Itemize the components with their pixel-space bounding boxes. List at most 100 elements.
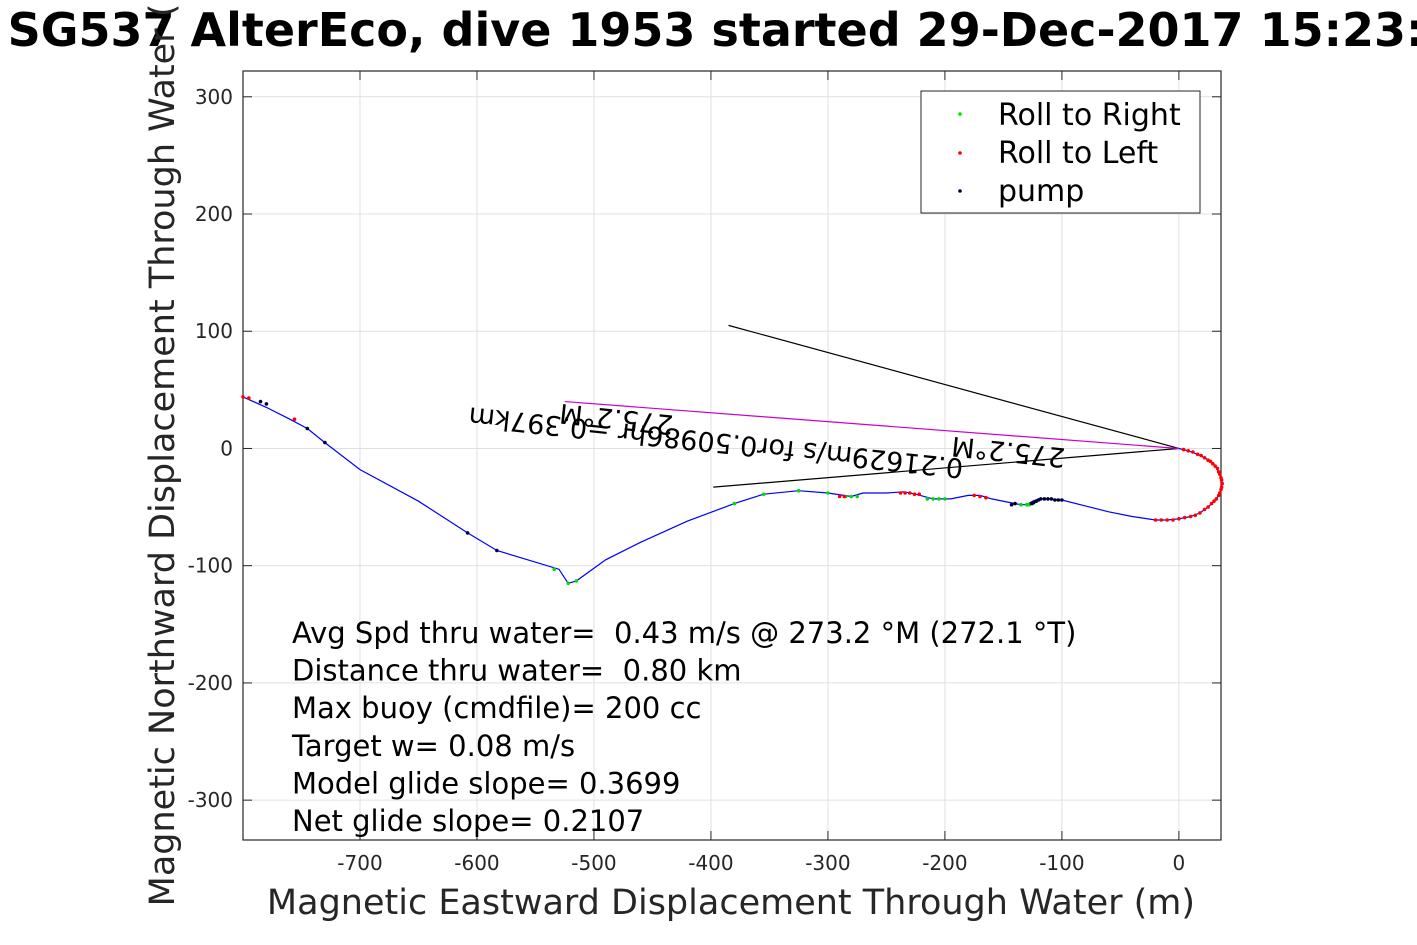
marker-roll-to-right xyxy=(925,497,930,501)
legend-label-roll-left: Roll to Left xyxy=(998,136,1158,171)
track-markers xyxy=(241,395,1224,586)
y-tick-label: -300 xyxy=(188,788,233,812)
marker-pump xyxy=(1029,501,1034,506)
marker-roll-to-left xyxy=(1202,507,1207,512)
marker-pump xyxy=(1049,497,1054,501)
marker-pump xyxy=(264,402,269,406)
marker-pump xyxy=(465,531,470,535)
marker-roll-to-left xyxy=(1219,478,1224,482)
marker-roll-to-left xyxy=(1182,515,1187,520)
y-tick-label: 0 xyxy=(220,436,233,460)
x-tick-label: 0 xyxy=(1173,851,1186,875)
marker-roll-to-right xyxy=(761,492,766,497)
marker-roll-to-left xyxy=(1153,518,1158,522)
marker-roll-to-left xyxy=(1171,518,1175,522)
marker-roll-to-left xyxy=(1214,497,1219,501)
marker-pump xyxy=(1042,497,1047,501)
marker-roll-to-right xyxy=(937,497,941,501)
y-tick-label: -100 xyxy=(188,554,233,578)
legend-marker-roll-right xyxy=(958,112,962,116)
track-line xyxy=(242,396,1223,585)
marker-roll-to-left xyxy=(1188,514,1193,519)
marker-roll-to-left xyxy=(1198,511,1202,515)
marker-pump xyxy=(1009,502,1014,507)
marker-roll-to-left xyxy=(908,491,912,495)
marker-roll-to-right xyxy=(849,494,854,499)
y-tick-label: 200 xyxy=(195,202,233,226)
marker-pump xyxy=(1060,498,1064,502)
marker-roll-to-left xyxy=(1206,505,1210,509)
marker-roll-to-right xyxy=(826,491,830,495)
y-tick-label: 300 xyxy=(195,85,233,109)
x-axis-label: Magnetic Eastward Displacement Through W… xyxy=(267,883,1195,923)
legend: Roll to Right Roll to Left pump xyxy=(920,90,1201,214)
marker-roll-to-left xyxy=(1220,481,1224,486)
marker-roll-to-right xyxy=(566,581,570,586)
marker-roll-to-left xyxy=(247,396,251,400)
axis-ticks: -700 -600 -500 -400 -300 -200 -100 0 -300 -200 -10… xyxy=(188,71,1221,875)
heading-lines xyxy=(564,324,1180,488)
stats-line: Distance thru water= 0.80 km xyxy=(292,654,742,688)
marker-pump xyxy=(1046,497,1050,501)
marker-roll-to-left xyxy=(1209,501,1214,506)
marker-pump xyxy=(1056,498,1061,502)
marker-roll-to-left xyxy=(1159,518,1164,522)
legend-marker-pump xyxy=(958,189,962,193)
marker-roll-to-left xyxy=(842,494,847,499)
legend-box xyxy=(920,90,1201,214)
legend-label-roll-right: Roll to Right xyxy=(998,98,1181,133)
marker-pump xyxy=(305,426,310,431)
x-tick-label: -400 xyxy=(688,851,733,875)
y-tick-label: 100 xyxy=(195,319,233,343)
x-tick-label: -700 xyxy=(337,851,382,875)
marker-roll-to-left xyxy=(917,492,921,497)
marker-roll-to-left xyxy=(1212,499,1216,504)
marker-roll-to-left xyxy=(1211,461,1215,466)
marker-roll-to-right xyxy=(943,497,947,501)
y-tick-label: -200 xyxy=(188,671,233,695)
plot-area-frame xyxy=(242,70,1222,841)
marker-roll-to-left xyxy=(978,494,982,499)
heading-annotations: 0.21629m/s for0.50986hr =0.397km275.2°M2… xyxy=(467,397,1067,483)
marker-roll-to-left xyxy=(1219,487,1223,492)
x-tick-label: -200 xyxy=(922,851,967,875)
x-tick-label: -500 xyxy=(571,851,616,875)
marker-roll-to-left xyxy=(1165,518,1169,522)
stats-line: Avg Spd thru water= 0.43 m/s @ 273.2 °M … xyxy=(292,616,1076,650)
marker-roll-to-right xyxy=(732,501,737,506)
marker-roll-to-left xyxy=(241,395,245,399)
y-axis-label: Magnetic Northward Displacement Through … xyxy=(143,4,183,907)
chart-title: SG537 AlterEco, dive 1953 started 29-Dec… xyxy=(8,3,1417,57)
marker-roll-to-left xyxy=(898,491,903,495)
marker-roll-to-left xyxy=(912,492,917,497)
marker-roll-to-left xyxy=(1193,513,1198,518)
marker-roll-to-left xyxy=(1195,452,1200,457)
stats-line: Net glide slope= 0.2107 xyxy=(292,804,644,838)
marker-roll-to-left xyxy=(1208,459,1213,464)
marker-pump xyxy=(495,548,499,553)
x-tick-label: -600 xyxy=(454,851,499,875)
marker-roll-to-right xyxy=(855,494,859,499)
marker-pump xyxy=(258,399,263,404)
heading-line xyxy=(564,400,1179,450)
legend-label-pump: pump xyxy=(998,174,1084,209)
legend-marker-roll-left xyxy=(958,151,962,155)
marker-roll-to-left xyxy=(984,495,988,500)
marker-roll-to-left xyxy=(292,417,297,422)
marker-roll-to-left xyxy=(903,491,907,495)
marker-roll-to-left xyxy=(1186,449,1190,453)
marker-roll-to-left xyxy=(1216,493,1221,498)
x-tick-label: -100 xyxy=(1039,851,1084,875)
heading-line xyxy=(713,447,1179,488)
marker-roll-to-right xyxy=(552,567,556,571)
marker-roll-to-left xyxy=(1202,456,1207,460)
stats-line: Model glide slope= 0.3699 xyxy=(292,766,680,800)
marker-roll-to-right xyxy=(1019,502,1023,507)
marker-roll-to-left xyxy=(972,493,976,498)
marker-roll-to-right xyxy=(574,579,579,583)
marker-roll-to-left xyxy=(1177,517,1181,521)
marker-roll-to-left xyxy=(1213,464,1217,468)
marker-roll-to-left xyxy=(1215,466,1220,471)
stats-line: Max buoy (cmdfile)= 200 cc xyxy=(292,691,701,725)
